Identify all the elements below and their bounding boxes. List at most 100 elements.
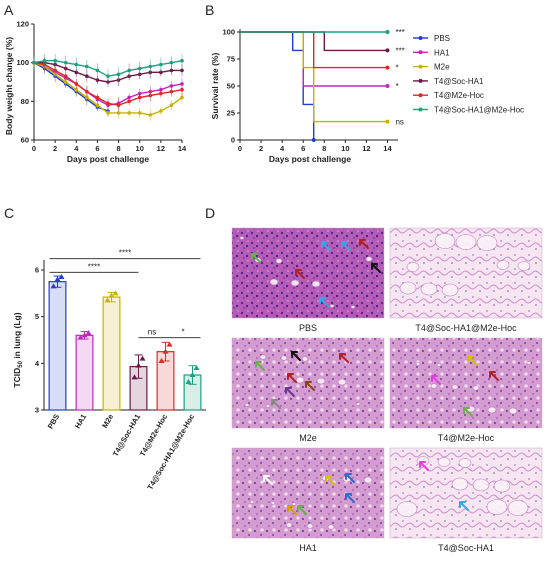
replicate-point <box>139 355 146 361</box>
alveolar-space <box>280 355 288 361</box>
data-point <box>148 64 153 69</box>
x-tick-label: 4 <box>280 144 285 153</box>
alveolar-space <box>269 278 279 286</box>
alveolar-space <box>316 377 326 385</box>
y-tick-label: 4 <box>35 359 40 368</box>
y-tick-label: 5 <box>35 312 39 321</box>
alveolar-space <box>291 502 297 506</box>
alveolar-space <box>329 304 335 308</box>
panel-label-b: B <box>205 2 214 18</box>
lesion-arrow <box>251 253 261 263</box>
data-point <box>85 64 89 69</box>
legend-label: M2e <box>434 63 450 72</box>
y-tick-label: 120 <box>16 20 29 29</box>
legend-label: T4@Soc-HA1@M2e-Hoc <box>434 106 524 115</box>
data-point <box>74 62 79 67</box>
bar <box>102 296 121 411</box>
data-point <box>148 93 153 98</box>
legend-marker <box>418 64 423 69</box>
data-point <box>159 70 163 75</box>
data-point <box>127 99 131 104</box>
alveolar-space <box>363 476 373 484</box>
x-tick-label: 12 <box>362 144 370 153</box>
histology-tile: PBS <box>231 227 385 333</box>
legend-marker <box>418 107 423 112</box>
significance-mark: * <box>395 82 398 91</box>
histology-tile: M2e <box>231 337 385 443</box>
replicate-point <box>112 290 119 296</box>
data-point <box>159 109 163 113</box>
alveolar-space <box>290 279 300 287</box>
bar <box>75 334 94 411</box>
data-point <box>106 111 110 115</box>
end-marker <box>385 48 390 53</box>
x-tick-label: 10 <box>341 144 349 153</box>
data-point <box>116 72 121 77</box>
alveolar-space <box>306 523 314 529</box>
alveolar-space <box>295 376 305 384</box>
alveolar-space <box>458 458 472 468</box>
significance-mark: *** <box>395 46 404 55</box>
replicate-point <box>81 332 88 338</box>
legend-label: T4@M2e-Hoc <box>434 91 484 100</box>
alveolar-space <box>441 283 459 297</box>
lesion-arrow <box>291 351 301 361</box>
category-label: T4@Soc-HA1@M2e-Hoc <box>145 413 196 492</box>
histology-tile: HA1 <box>231 447 385 553</box>
alveolar-space <box>249 500 255 504</box>
x-tick-label: 14 <box>178 144 187 153</box>
data-point <box>127 68 131 73</box>
alveolar-space <box>434 233 456 249</box>
data-point <box>116 103 121 107</box>
alveolar-space <box>285 522 293 528</box>
lesion-arrow <box>339 353 349 363</box>
x-tick-label: 2 <box>53 144 57 153</box>
significance-mark: ns <box>395 118 403 127</box>
body-weight-chart: 0 2 4 6 8 10 12 14 60 80 100 120 Days post challeng… <box>4 20 187 165</box>
y-tick-label: 0 <box>231 136 235 145</box>
data-point <box>137 66 142 71</box>
data-point <box>74 70 79 75</box>
alveolar-space <box>476 235 498 251</box>
lesion-arrow <box>287 373 297 383</box>
data-point <box>63 60 68 65</box>
x-tick-label: 14 <box>383 144 392 153</box>
x-tick-label: 6 <box>301 144 305 153</box>
tile-caption: M2e <box>299 433 317 443</box>
data-point <box>85 89 89 94</box>
lesion-arrow <box>297 505 307 515</box>
alveolar-space <box>244 403 250 407</box>
data-point <box>180 87 184 92</box>
x-tick-label: 4 <box>74 144 79 153</box>
lesion-arrow <box>255 361 265 371</box>
end-marker <box>385 119 390 124</box>
alveolar-space <box>420 282 438 296</box>
alveolar-space <box>415 362 421 366</box>
data-point <box>95 103 100 107</box>
replicate-point <box>54 276 61 282</box>
end-marker <box>385 30 390 34</box>
category-label: T4@Soc-HA1 <box>111 413 142 458</box>
alveolar-space <box>472 385 480 391</box>
tile-caption: T4@Soc-HA1 <box>438 543 494 553</box>
tissue-image <box>231 227 385 319</box>
lesion-arrow <box>463 407 473 417</box>
data-point <box>159 62 163 67</box>
category-label: M2e <box>100 413 115 430</box>
replicate-point <box>104 297 111 303</box>
alveolar-space <box>451 384 459 390</box>
y-tick-label: 100 <box>16 58 29 67</box>
alveolar-space <box>472 478 490 492</box>
data-point <box>85 74 89 78</box>
alveolar-space <box>365 256 373 262</box>
alveolar-space <box>337 378 347 386</box>
legend-marker <box>418 93 423 98</box>
lesion-arrow <box>345 493 355 503</box>
replicate-point <box>193 365 200 370</box>
legend: PBS HA1 M2e T4@Soc-HA1 T4@M2e-Hoc T4@Soc-HA1@… <box>413 34 524 115</box>
data-point <box>42 58 47 63</box>
legend-marker <box>418 78 423 83</box>
tile-caption: T4@Soc-HA1@M2e-Hoc <box>415 323 517 333</box>
lesion-arrow <box>263 475 273 485</box>
replicate-point <box>185 379 192 384</box>
